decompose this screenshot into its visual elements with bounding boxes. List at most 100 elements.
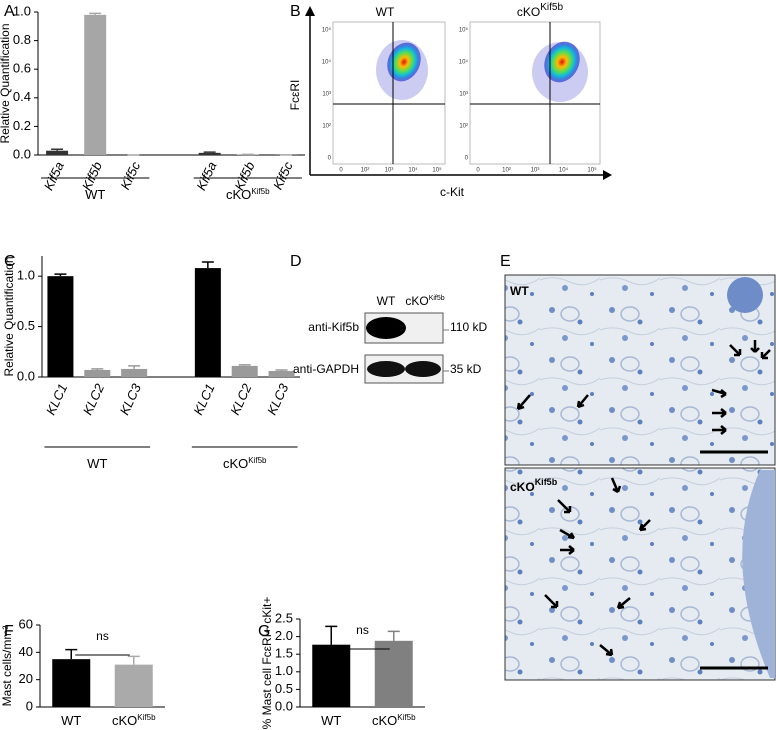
lane-label-main: WT [377, 294, 396, 308]
y-tick-label: 1.0 [13, 3, 31, 18]
group-label: cKOKif5b [226, 187, 270, 203]
error-bar [238, 364, 251, 366]
x-tick-label-sup: Kif5b [137, 713, 156, 722]
group-label: WT [87, 456, 107, 471]
bar [374, 640, 413, 707]
x-tick-label: Kif5a [193, 159, 219, 192]
tick-label: 0 [465, 156, 469, 162]
tick-label: 10⁵ [587, 167, 597, 174]
image-label: cKOKif5b [510, 477, 558, 494]
tick-label: 10² [322, 124, 331, 130]
tick-label: 10³ [531, 168, 540, 174]
x-tick-label: Kif5a [41, 159, 67, 192]
axis-label: c-Kit [440, 185, 465, 199]
error-bar [325, 625, 338, 645]
tick-label: 10⁵ [432, 167, 442, 174]
tick-label: 0 [339, 168, 343, 174]
x-tick-label: KLC3 [117, 381, 145, 418]
bar [84, 369, 111, 377]
error-bar [275, 369, 288, 371]
flow-cytometry-panel [305, 6, 612, 180]
row-label: anti-GAPDH [293, 362, 359, 376]
y-tick-label: 1.0 [17, 268, 35, 283]
bar [268, 370, 295, 377]
row-label: anti-Kif5b [308, 320, 359, 334]
error-bar [65, 648, 78, 660]
x-tick-label-main: cKO [112, 713, 137, 728]
x-tick-label: WT [61, 713, 81, 728]
lane-label-main: cKO [405, 294, 428, 308]
error-bar [387, 630, 400, 641]
tick-label: 10⁵ [459, 27, 469, 34]
density [544, 41, 580, 83]
group-label-sup: Kif5b [251, 187, 270, 196]
bar [47, 276, 74, 377]
panel-letter: A [4, 3, 15, 20]
x-tick-label: WT [321, 713, 341, 728]
tick-label: 10⁴ [322, 59, 332, 66]
tick-label: 10² [361, 168, 370, 174]
plot-title-main: WT [376, 5, 395, 19]
band [405, 361, 441, 377]
y-tick-label: 0.2 [13, 118, 31, 133]
panel-letter: C [4, 253, 16, 270]
plot-title: cKOKif5b [517, 2, 564, 19]
y-tick-label: 0.0 [13, 146, 31, 161]
x-tick-label: Kif5c [270, 159, 296, 192]
tick-label: 10⁴ [559, 167, 569, 174]
tick-label: 10² [502, 168, 511, 174]
y-tick-label: 60 [19, 616, 33, 631]
y-axis-label: Relative Quantification [0, 23, 12, 143]
marker-label: 110 kD [450, 320, 487, 334]
y-tick-label: 0.4 [13, 89, 31, 104]
density [387, 42, 421, 82]
x-tick-label: KLC2 [227, 381, 255, 418]
panel-letter: E [500, 253, 511, 270]
panel-letter: B [290, 3, 301, 20]
bar [312, 644, 351, 707]
x-tick-label: KLC1 [190, 381, 217, 417]
bar [46, 150, 69, 155]
plot-title-sup: Kif5b [540, 2, 563, 13]
x-tick-label: KLC2 [80, 381, 108, 418]
dot-plot [332, 21, 446, 165]
error-bar [91, 368, 104, 370]
error-bar [127, 655, 140, 665]
plot-title-main: cKO [517, 5, 540, 19]
x-tick-label-main: cKO [372, 713, 397, 728]
tick-label: 10³ [459, 92, 468, 98]
y-tick-label: 2.5 [275, 610, 293, 625]
tick-label: 10³ [385, 168, 394, 174]
bar [84, 14, 107, 155]
lane-label: WT [377, 294, 396, 308]
tissue [742, 470, 775, 678]
error-bar [203, 151, 216, 153]
image-label-main: WT [510, 284, 529, 298]
y-tick-label: 20 [19, 671, 33, 686]
x-tick-label-main: WT [321, 713, 341, 728]
image-label-main: cKO [510, 480, 535, 494]
annotation: ns [356, 623, 369, 637]
image-label-sup: Kif5b [535, 477, 558, 487]
tick-label: 10³ [322, 92, 331, 98]
band [367, 361, 405, 377]
tick-label: 10⁴ [408, 167, 418, 174]
y-tick-label: 0.8 [13, 32, 31, 47]
y-tick-label: 1.5 [275, 646, 293, 661]
y-tick-label: 1.0 [275, 663, 293, 678]
y-tick-label: 0 [26, 698, 33, 713]
lane-label: cKOKif5b [405, 294, 444, 308]
group-label-main: cKO [223, 456, 248, 471]
group-label-main: cKO [226, 187, 251, 202]
error-bar [54, 273, 67, 277]
dot-plot [469, 21, 601, 165]
bar [194, 268, 221, 377]
bar [198, 152, 221, 155]
x-tick-label: cKOKif5b [112, 713, 156, 729]
y-tick-label: 0.0 [17, 368, 35, 383]
group-label-main: WT [85, 187, 105, 202]
group-label: WT [85, 187, 105, 202]
error-bar [89, 12, 102, 15]
y-tick-label: 0.0 [275, 698, 293, 713]
tissue [727, 277, 763, 313]
